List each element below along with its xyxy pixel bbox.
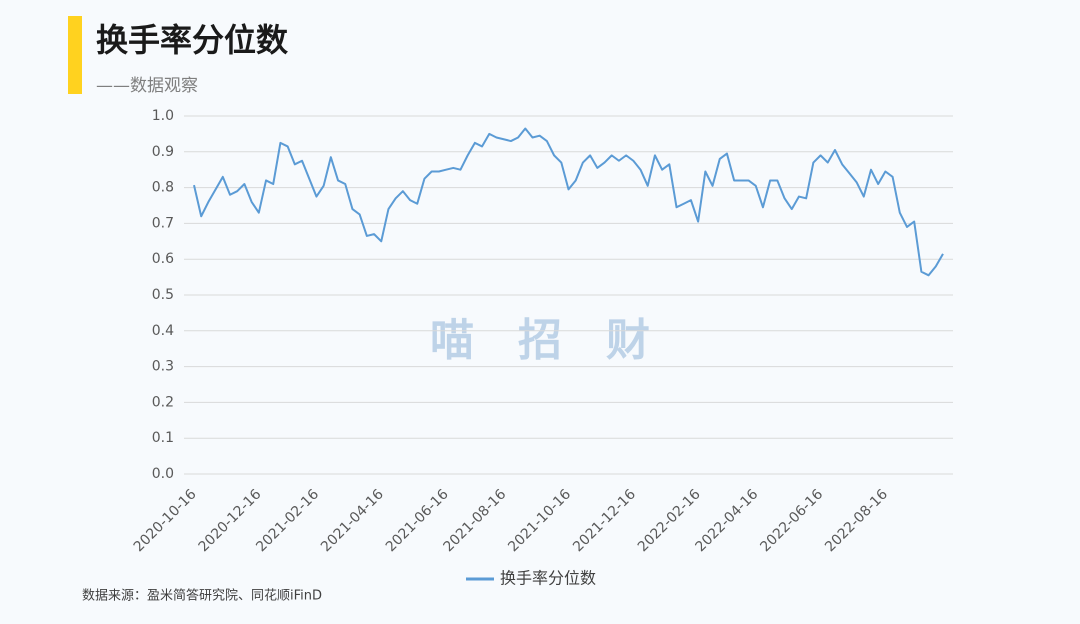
y-tick-label: 0.8	[152, 180, 174, 196]
x-tick-label: 2022-04-16	[693, 486, 762, 555]
x-tick-label: 2021-10-16	[505, 486, 574, 555]
y-tick-label: 0.5	[152, 287, 174, 303]
y-tick-label: 1.0	[152, 108, 174, 124]
x-tick-label: 2021-08-16	[440, 486, 509, 555]
x-tick-label: 2022-06-16	[757, 486, 826, 555]
legend-label: 换手率分位数	[500, 569, 596, 588]
y-tick-label: 0.2	[152, 394, 174, 410]
chart-title: 换手率分位数	[96, 21, 289, 59]
watermark: 喵 招 财	[430, 315, 650, 366]
y-tick-label: 0.9	[152, 144, 174, 160]
x-tick-label: 2021-02-16	[253, 486, 322, 555]
source-note: 数据来源：盈米简答研究院、同花顺iFinD	[82, 588, 322, 604]
x-tick-label: 2021-04-16	[318, 486, 387, 555]
y-tick-label: 0.1	[152, 430, 174, 446]
accent-bar	[68, 16, 82, 94]
x-tick-label: 2022-08-16	[822, 486, 891, 555]
y-tick-label: 0.6	[152, 251, 174, 267]
y-tick-label: 0.7	[152, 215, 174, 231]
y-tick-label: 0.3	[152, 359, 174, 375]
data-line	[193, 127, 944, 277]
x-tick-label: 2021-12-16	[570, 486, 639, 555]
y-tick-label: 0.4	[152, 323, 174, 339]
chart-subtitle: ——数据观察	[96, 76, 198, 96]
y-tick-label: 0.0	[152, 466, 174, 482]
x-tick-label: 2020-10-16	[131, 486, 200, 555]
